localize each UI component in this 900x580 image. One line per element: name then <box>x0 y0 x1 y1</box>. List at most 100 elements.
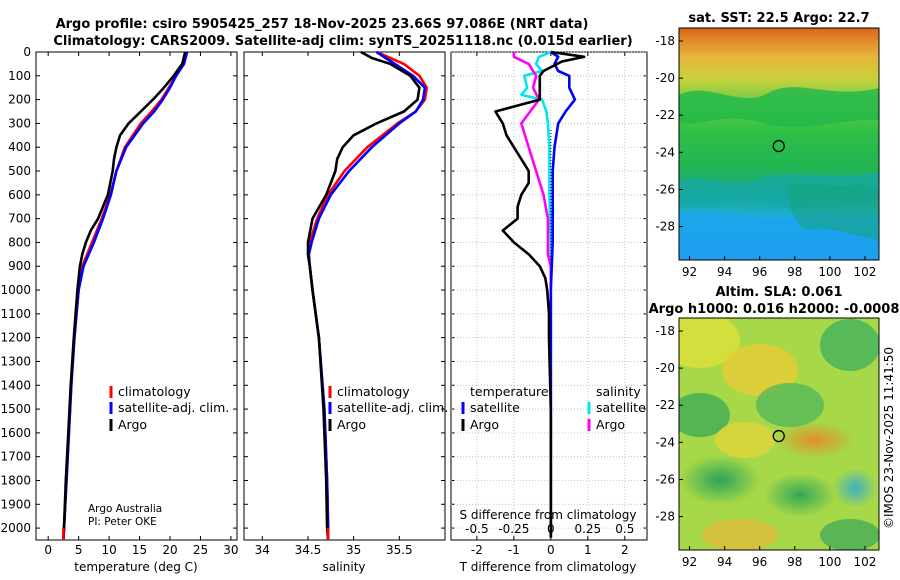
map-y-tick-label: -26 <box>655 472 675 486</box>
depth-tick-label: 900 <box>8 259 31 273</box>
depth-tick-label: 200 <box>8 93 31 107</box>
sla-map-title: Altim. SLA: 0.061 <box>716 285 843 300</box>
sla-feature <box>820 519 879 550</box>
s-diff-tick-label: -0.5 <box>465 522 488 536</box>
map-x-tick-label: 102 <box>854 265 877 279</box>
x-tick-label: 2 <box>621 543 629 557</box>
x-tick-label: 34 <box>255 543 270 557</box>
s-diff-tick-label: -0.25 <box>498 522 529 536</box>
sla-feature <box>679 318 740 368</box>
sla-axes: 92 94 96 98 100 102 -18 -20 -22 -24 -26 -28 <box>655 324 876 569</box>
x-tick-label: 15 <box>132 543 147 557</box>
depth-tick-label: 1300 <box>0 354 31 368</box>
map-y-tick-label: -20 <box>655 71 675 85</box>
salinity-xlabel: salinity <box>322 560 365 574</box>
sla-feature <box>722 344 798 396</box>
legend-satellite-label: satellite-adj. clim. <box>118 400 229 415</box>
sla-map <box>679 318 879 550</box>
temperature-legend: climatology satellite-adj. clim. Argo <box>109 384 229 432</box>
credit-text: Argo Australia <box>88 503 162 515</box>
salinity-x-ticks: 34 34.5 35 35.5 <box>255 52 413 557</box>
sst-feature <box>788 183 879 240</box>
sla-feature <box>775 422 855 458</box>
map-y-tick-label: -24 <box>655 145 675 159</box>
map-y-tick-label: -22 <box>655 398 675 412</box>
depth-tick-label: 0 <box>23 45 31 59</box>
map-x-tick-label: 94 <box>717 265 732 279</box>
sla-feature <box>679 393 730 437</box>
sla-feature <box>833 468 877 508</box>
depth-tick-label: 2000 <box>0 521 31 535</box>
legend-argo-label: Argo <box>118 417 147 432</box>
temperature-x-ticks: 0 5 10 15 20 25 30 <box>44 52 239 557</box>
depth-tick-label: 600 <box>8 188 31 202</box>
map-x-tick-label: 98 <box>787 265 802 279</box>
sst-axes: 92 94 96 98 100 102 -18 -20 -22 -24 -26 -28 <box>655 34 876 279</box>
sst-map-frame <box>678 27 880 261</box>
depth-tick-label: 1200 <box>0 331 31 345</box>
legend-temperature-header: temperature <box>470 384 549 399</box>
map-y-tick-label: -22 <box>655 108 675 122</box>
legend-climatology-label: climatology <box>337 384 410 399</box>
x-tick-label: -1 <box>508 543 520 557</box>
x-tick-label: 10 <box>101 543 116 557</box>
legend-s-argo-label: Argo <box>596 417 625 432</box>
difference-xlabel: T difference from climatology <box>459 560 637 574</box>
depth-tick-label: 1900 <box>0 497 31 511</box>
map-x-tick-label: 96 <box>752 555 767 569</box>
figure-title-line1: Argo profile: csiro 5905425_257 18-Nov-2… <box>56 17 589 32</box>
map-x-tick-label: 92 <box>682 265 697 279</box>
depth-tick-label: 1500 <box>0 402 31 416</box>
x-tick-label: 1 <box>584 543 592 557</box>
map-x-tick-label: 102 <box>854 555 877 569</box>
x-tick-label: 25 <box>193 543 208 557</box>
sla-feature <box>702 519 778 550</box>
salinity-panel <box>243 51 446 541</box>
sla-feature <box>820 319 879 371</box>
x-tick-label: 0 <box>547 543 555 557</box>
x-tick-label: 35 <box>346 543 361 557</box>
depth-tick-label: 1100 <box>0 307 31 321</box>
map-y-tick-label: -28 <box>655 220 675 234</box>
legend-satellite-label: satellite-adj. clim. <box>337 400 448 415</box>
map-y-tick-label: -26 <box>655 182 675 196</box>
map-y-tick-label: -24 <box>655 435 675 449</box>
map-y-tick-label: -20 <box>655 361 675 375</box>
pi-text: PI: Peter OKE <box>88 516 157 528</box>
sla-feature <box>764 473 836 517</box>
x-tick-label: -2 <box>471 543 483 557</box>
depth-tick-label: 800 <box>8 235 31 249</box>
s-diff-tick-label: 0.25 <box>574 522 601 536</box>
sst-map-title: sat. SST: 22.5 Argo: 22.7 <box>688 11 869 26</box>
depth-tick-label: 700 <box>8 212 31 226</box>
legend-argo-label: Argo <box>337 417 366 432</box>
sst-feature <box>679 87 879 127</box>
sla-feature <box>715 422 775 458</box>
depth-tick-label: 1700 <box>0 450 31 464</box>
map-y-tick-label: -28 <box>655 510 675 524</box>
profile-curves <box>62 50 586 541</box>
depth-tick-label: 500 <box>8 164 31 178</box>
float-position-marker <box>772 139 785 153</box>
series-line <box>306 50 421 541</box>
series-line <box>62 51 187 541</box>
x-tick-label: 20 <box>162 543 177 557</box>
legend-climatology-label: climatology <box>118 384 191 399</box>
s-diff-tick-label: 0.5 <box>615 522 634 536</box>
legend-s-satellite-label: satellite <box>596 400 646 415</box>
x-tick-label: 0 <box>44 543 52 557</box>
x-tick-label: 34.5 <box>295 543 322 557</box>
salinity-difference-label: S difference from climatology <box>460 508 637 522</box>
depth-tick-label: 400 <box>8 140 31 154</box>
difference-legend: temperature satellite Argo salinity sate… <box>461 384 646 432</box>
sla-feature <box>756 383 824 427</box>
temperature-xlabel: temperature (deg C) <box>74 560 197 574</box>
series-line <box>494 50 586 538</box>
depth-tick-label: 100 <box>8 69 31 83</box>
series-line <box>549 50 577 538</box>
map-x-tick-label: 100 <box>818 265 841 279</box>
map-y-tick-label: -18 <box>655 34 675 48</box>
depth-tick-label: 300 <box>8 116 31 130</box>
depth-tick-label: 1800 <box>0 473 31 487</box>
